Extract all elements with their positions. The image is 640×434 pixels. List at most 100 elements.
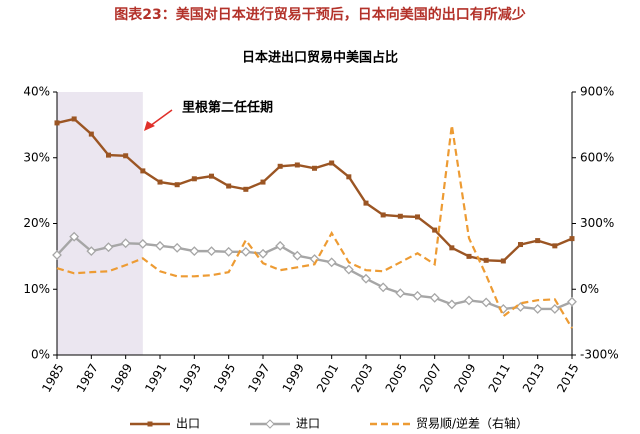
x-tick-label: 1995 — [211, 361, 238, 394]
data-point — [260, 179, 266, 185]
data-point — [52, 250, 62, 260]
legend-label: 进口 — [296, 417, 320, 431]
x-tick-label: 2011 — [486, 361, 513, 394]
data-point — [140, 168, 146, 174]
x-tick-label: 1987 — [74, 361, 101, 394]
data-point — [258, 248, 268, 259]
series-line — [56, 125, 573, 329]
data-point — [137, 238, 148, 249]
chart-title: 图表23：美国对日本进行贸易干预后，日本向美国的出口有所减少 — [114, 6, 525, 23]
y2-tick-label: 300% — [580, 216, 614, 230]
data-point — [277, 163, 283, 169]
data-point — [569, 236, 575, 242]
y2-tick-label: 0% — [580, 282, 599, 296]
legend-label: 出口 — [176, 417, 200, 431]
data-point — [88, 131, 94, 137]
data-point — [326, 257, 337, 268]
data-point — [429, 292, 440, 303]
data-point — [483, 257, 489, 263]
y-tick-label: 0% — [31, 348, 50, 362]
data-point — [206, 246, 217, 257]
x-tick-label: 1991 — [142, 361, 169, 394]
data-point — [71, 116, 77, 122]
data-point — [432, 227, 438, 233]
data-point — [223, 246, 234, 257]
x-tick-label: 1999 — [280, 361, 307, 394]
data-point — [532, 304, 543, 314]
data-point — [549, 304, 560, 314]
data-point — [275, 240, 286, 251]
data-point — [343, 264, 354, 275]
data-point — [120, 238, 131, 249]
data-point — [361, 273, 371, 284]
y2-tick-label: -300% — [580, 348, 619, 362]
data-point — [329, 160, 335, 166]
y2-tick-label: 600% — [580, 150, 614, 164]
legend-marker — [265, 419, 275, 429]
data-point — [464, 295, 474, 306]
data-point — [481, 297, 492, 308]
data-point — [209, 173, 214, 179]
data-point — [567, 296, 577, 307]
data-point — [226, 183, 232, 189]
data-point — [172, 242, 183, 253]
data-point — [515, 302, 526, 312]
data-point — [397, 213, 403, 219]
data-point — [103, 242, 114, 253]
data-point — [412, 290, 423, 301]
x-tick-label: 2015 — [554, 361, 581, 394]
data-point — [123, 153, 129, 159]
data-point — [294, 162, 300, 168]
x-tick-label: 2007 — [417, 361, 444, 394]
data-point — [535, 238, 541, 244]
data-point — [243, 186, 249, 192]
annotation-arrow — [149, 109, 173, 127]
data-point — [380, 212, 386, 218]
annotation-arrowhead — [144, 121, 155, 131]
y-tick-label: 30% — [23, 150, 50, 164]
data-point — [191, 176, 197, 182]
x-tick-label: 1997 — [245, 361, 272, 394]
data-point — [415, 214, 420, 220]
data-point — [157, 179, 163, 185]
highlight-band — [57, 92, 143, 355]
data-point — [312, 165, 317, 171]
y-tick-label: 40% — [23, 85, 50, 99]
x-tick-label: 2001 — [314, 361, 341, 394]
data-point — [552, 243, 558, 249]
x-tick-label: 2003 — [348, 361, 375, 394]
x-tick-label: 1985 — [39, 361, 66, 394]
chart-subtitle: 日本进出口贸易中美国占比 — [242, 50, 398, 66]
data-point — [309, 254, 320, 264]
data-point — [54, 120, 60, 126]
data-point — [86, 246, 97, 257]
y-tick-label: 10% — [23, 282, 50, 296]
data-point — [174, 182, 180, 188]
data-point — [518, 242, 523, 248]
data-point — [69, 231, 80, 242]
legend-marker — [147, 421, 153, 427]
y-tick-label: 20% — [23, 216, 50, 230]
x-tick-label: 1993 — [177, 361, 204, 394]
data-point — [446, 299, 457, 310]
data-point — [395, 288, 406, 299]
x-tick-label: 2005 — [383, 361, 410, 394]
x-tick-label: 2013 — [520, 361, 547, 394]
data-point — [466, 253, 472, 259]
x-tick-label: 2009 — [451, 361, 478, 394]
data-point — [378, 282, 389, 293]
x-tick-label: 1989 — [108, 361, 135, 394]
annotation: 里根第二任任期 — [182, 100, 273, 116]
data-point — [155, 240, 165, 251]
data-point — [292, 250, 303, 261]
legend-label: 贸易顺/逆差（右轴） — [416, 416, 528, 431]
data-point — [240, 246, 251, 257]
data-point — [106, 152, 111, 158]
y2-tick-label: 900% — [580, 85, 614, 99]
data-point — [449, 245, 455, 251]
data-point — [500, 258, 506, 264]
data-point — [363, 200, 369, 206]
data-point — [189, 246, 200, 257]
data-point — [346, 174, 352, 180]
